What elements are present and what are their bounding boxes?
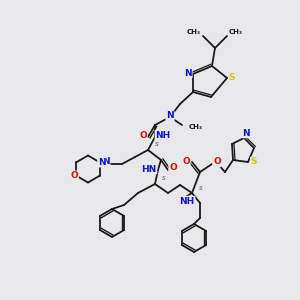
Text: O: O	[213, 158, 221, 166]
Text: O: O	[169, 164, 177, 172]
Text: S: S	[229, 74, 235, 82]
Text: O: O	[70, 171, 78, 180]
Text: N: N	[98, 158, 106, 167]
Text: O: O	[182, 158, 190, 166]
Text: O: O	[139, 130, 147, 140]
Text: HN: HN	[141, 164, 157, 173]
Text: CH₃: CH₃	[189, 124, 203, 130]
Text: S: S	[199, 186, 203, 191]
Text: S: S	[155, 142, 159, 147]
Text: S: S	[251, 158, 257, 166]
Text: N: N	[242, 128, 250, 137]
Text: N: N	[184, 68, 192, 77]
Text: NH: NH	[155, 130, 171, 140]
Text: NH: NH	[179, 196, 195, 206]
Text: S: S	[162, 176, 166, 181]
Text: CH₃: CH₃	[187, 29, 201, 35]
Text: N: N	[166, 112, 174, 121]
Text: CH₃: CH₃	[229, 29, 243, 35]
Text: N: N	[102, 158, 110, 166]
